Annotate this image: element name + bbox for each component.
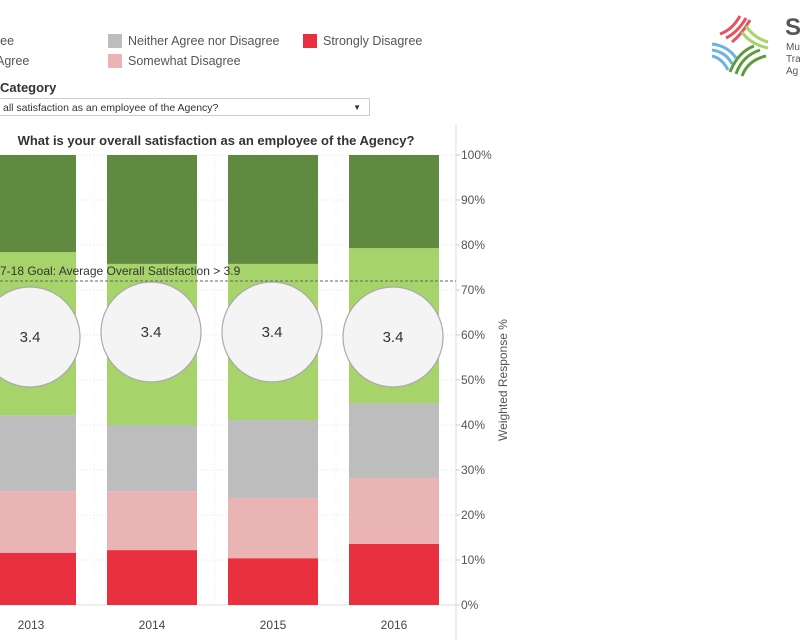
average-label: 3.4 xyxy=(383,329,404,346)
chart-title: What is your overall satisfaction as an … xyxy=(18,133,415,148)
filter-label: Category xyxy=(0,80,57,95)
dropdown-value: all satisfaction as an employee of the A… xyxy=(3,102,219,114)
y-tick-label: 40% xyxy=(461,418,485,432)
legend-swatch xyxy=(303,34,317,48)
legend-strongly-disagree[interactable]: Strongly Disagree xyxy=(303,34,422,48)
average-circle[interactable] xyxy=(0,286,81,388)
y-tick-label: 70% xyxy=(461,283,485,297)
logo-line: Tra xyxy=(786,54,800,65)
x-tick-label: 2013 xyxy=(18,618,45,632)
x-tick-label: 2015 xyxy=(260,618,287,632)
legend-strongly-agree[interactable]: ree xyxy=(0,34,14,48)
y-tick-label: 90% xyxy=(461,193,485,207)
legend-label: ree xyxy=(0,34,15,48)
logo-text: S xyxy=(785,14,800,41)
bar-segment-neither-agree-nor-disagree[interactable] xyxy=(228,420,318,498)
average-circle[interactable] xyxy=(342,286,444,388)
average-label: 3.4 xyxy=(141,324,162,341)
legend-somewhat-agree[interactable]: Agree xyxy=(0,54,29,68)
bar-segment-strongly-agree[interactable] xyxy=(107,155,197,264)
legend-label: Strongly Disagree xyxy=(323,34,423,48)
logo-subtext: Mu Tra Ag xyxy=(786,42,800,78)
bar-segment-strongly-disagree[interactable] xyxy=(0,552,76,605)
y-tick-label: 30% xyxy=(461,463,485,477)
logo-line: Mu xyxy=(786,42,800,53)
y-axis-label: Weighted Response % xyxy=(496,319,510,441)
y-tick-label: 50% xyxy=(461,373,485,387)
y-tick-label: 20% xyxy=(461,508,485,522)
bar-segment-strongly-agree[interactable] xyxy=(0,155,76,253)
logo-mark-icon xyxy=(711,15,769,77)
average-circle[interactable] xyxy=(221,281,323,383)
bar-segment-somewhat-disagree[interactable] xyxy=(349,478,439,544)
y-tick-label: 0% xyxy=(461,598,479,612)
agency-logo: S Mu Tra Ag xyxy=(710,12,800,82)
legend-neither[interactable]: Neither Agree nor Disagree xyxy=(108,34,279,48)
logo-line: Ag xyxy=(786,66,799,77)
legend-label: Neither Agree nor Disagree xyxy=(128,34,280,48)
goal-label: 7-18 Goal: Average Overall Satisfaction … xyxy=(0,264,241,278)
bar-segment-strongly-disagree[interactable] xyxy=(349,543,439,605)
average-label: 3.4 xyxy=(262,324,283,341)
y-tick-label: 80% xyxy=(461,238,485,252)
legend-swatch xyxy=(108,34,122,48)
legend-label: Agree xyxy=(0,54,30,68)
bar-segment-strongly-disagree[interactable] xyxy=(107,550,197,605)
x-tick-label: 2014 xyxy=(139,618,166,632)
bar-segment-somewhat-disagree[interactable] xyxy=(228,497,318,559)
bar-segment-neither-agree-nor-disagree[interactable] xyxy=(349,402,439,479)
bar-segment-strongly-agree[interactable] xyxy=(228,155,318,264)
bar-segment-strongly-disagree[interactable] xyxy=(228,558,318,605)
legend-swatch xyxy=(108,54,122,68)
bar-segment-somewhat-disagree[interactable] xyxy=(107,491,197,551)
bar-segment-somewhat-disagree[interactable] xyxy=(0,491,76,553)
bar-segment-strongly-agree[interactable] xyxy=(349,155,439,249)
y-tick-label: 60% xyxy=(461,328,485,342)
y-tick-label: 100% xyxy=(461,148,492,162)
bar-segment-neither-agree-nor-disagree[interactable] xyxy=(0,415,76,492)
chevron-down-icon: ▼ xyxy=(353,103,361,112)
legend-somewhat-disagree[interactable]: Somewhat Disagree xyxy=(108,54,241,68)
average-label: 3.4 xyxy=(20,329,41,346)
y-tick-label: 10% xyxy=(461,553,485,567)
category-dropdown[interactable]: all satisfaction as an employee of the A… xyxy=(0,98,370,116)
legend-label: Somewhat Disagree xyxy=(128,54,241,68)
stacked-bar-chart: What is your overall satisfaction as an … xyxy=(0,125,510,640)
average-circle[interactable] xyxy=(100,281,202,383)
x-tick-label: 2016 xyxy=(381,618,408,632)
bar-segment-neither-agree-nor-disagree[interactable] xyxy=(107,425,197,492)
